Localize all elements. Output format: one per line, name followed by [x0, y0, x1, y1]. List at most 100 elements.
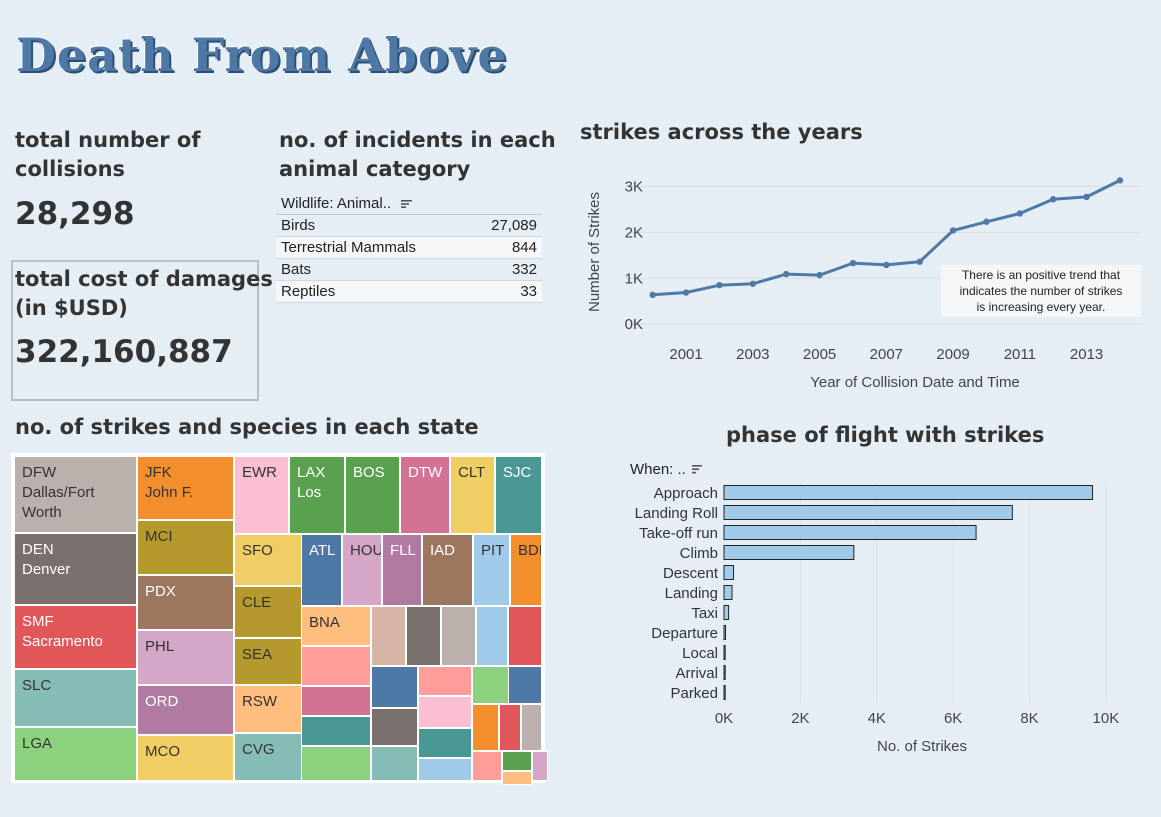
x-tick-label: 2009	[936, 346, 969, 363]
line-point[interactable]	[1116, 177, 1124, 184]
line-chart-x-axis-label: Year of Collision Date and Time	[810, 374, 1020, 391]
x-tick-label: 10K	[1093, 710, 1120, 727]
sort-icon[interactable]	[692, 465, 702, 474]
line-point[interactable]	[916, 258, 923, 265]
line-point[interactable]	[1016, 210, 1024, 217]
treemap-cell[interactable]: IAD	[422, 534, 473, 606]
bar[interactable]	[723, 545, 855, 560]
treemap-cell[interactable]	[472, 666, 509, 704]
treemap-cell[interactable]: EWR	[234, 456, 289, 534]
bar-chart: When: .. Approach Landing Roll Take-off ru…	[630, 461, 1120, 755]
table-row[interactable]: Bats 332	[276, 259, 542, 281]
line-point[interactable]	[816, 271, 823, 279]
bar[interactable]	[723, 565, 735, 580]
treemap-cell[interactable]	[499, 704, 521, 751]
treemap-cell[interactable]	[371, 746, 418, 781]
sort-icon[interactable]	[401, 199, 413, 209]
bar[interactable]	[723, 505, 1013, 520]
bar-category-label: Parked	[670, 685, 718, 702]
treemap-cell[interactable]	[521, 704, 542, 751]
treemap-cell[interactable]: MCI	[137, 520, 234, 575]
line-point[interactable]	[716, 281, 723, 289]
treemap-cell[interactable]: SEA	[234, 638, 302, 685]
line-point[interactable]	[783, 270, 790, 278]
treemap-cell[interactable]: PHL	[137, 630, 234, 685]
treemap-cell[interactable]	[441, 606, 476, 666]
treemap-cell[interactable]	[472, 751, 502, 781]
bar-filter-label[interactable]: When: ..	[630, 461, 686, 478]
line-point[interactable]	[649, 291, 656, 299]
bar[interactable]	[723, 685, 726, 700]
treemap-cell[interactable]: SMF Sacramento	[14, 605, 137, 669]
treemap-cell[interactable]: DTW	[400, 456, 450, 534]
line-point[interactable]	[1050, 196, 1057, 203]
treemap-cell[interactable]	[301, 646, 371, 686]
bar[interactable]	[723, 585, 733, 600]
treemap-cell[interactable]: CVG	[234, 733, 302, 781]
treemap-cell[interactable]: DEN Denver	[14, 533, 137, 605]
treemap-cell[interactable]: DFW Dallas/Fort Worth	[14, 456, 137, 533]
treemap-cell-label: John F.	[145, 484, 194, 501]
treemap-cell[interactable]: LGA	[14, 727, 137, 781]
bar[interactable]	[723, 625, 727, 640]
table-row[interactable]: Terrestrial Mammals 844	[276, 237, 542, 259]
treemap-cell[interactable]: CLT	[450, 456, 495, 534]
treemap-cell[interactable]: ORD	[137, 685, 234, 735]
treemap-cell[interactable]: SFO	[234, 534, 302, 586]
line-point[interactable]	[949, 227, 957, 234]
treemap-cell[interactable]	[418, 728, 472, 758]
treemap-cell[interactable]: RSW	[234, 685, 302, 733]
table-row[interactable]: Birds 27,089	[276, 215, 542, 237]
treemap-cell[interactable]	[301, 746, 371, 781]
treemap-cell[interactable]	[508, 606, 542, 666]
treemap-cell[interactable]	[476, 606, 508, 666]
treemap-cell[interactable]: MCO	[137, 735, 234, 781]
treemap-cell-label: LGA	[22, 735, 53, 752]
line-point[interactable]	[1083, 193, 1090, 201]
treemap-cell[interactable]: SJC	[495, 456, 542, 534]
treemap-cell[interactable]: CLE	[234, 586, 302, 638]
treemap-cell[interactable]: LAX Los	[289, 456, 345, 534]
line-point[interactable]	[682, 289, 690, 296]
bar[interactable]	[723, 645, 726, 660]
treemap-cell[interactable]	[371, 666, 418, 708]
treemap-cell[interactable]	[371, 708, 418, 746]
bar[interactable]	[723, 525, 977, 540]
animal-column-header[interactable]: Wildlife: Animal..	[276, 193, 542, 215]
bar[interactable]	[723, 605, 730, 620]
treemap-cell-label: DTW	[408, 464, 443, 481]
bar[interactable]	[723, 485, 1094, 500]
treemap-cell[interactable]: BNA	[301, 606, 371, 646]
x-tick-label: 4K	[868, 710, 886, 727]
treemap-cell[interactable]	[418, 696, 472, 728]
row-label: Bats	[281, 261, 312, 278]
treemap-cell[interactable]	[418, 758, 472, 781]
treemap-cell[interactable]	[502, 771, 532, 785]
treemap-cell[interactable]	[406, 606, 441, 666]
treemap-cell[interactable]: ATL	[301, 534, 342, 606]
collisions-heading-line1: total number of	[15, 128, 201, 152]
line-point[interactable]	[883, 261, 890, 269]
treemap-cell[interactable]	[301, 716, 371, 746]
treemap-cell[interactable]	[508, 666, 542, 704]
treemap-cell[interactable]: HOU	[342, 534, 382, 606]
treemap-cell[interactable]	[472, 704, 499, 751]
treemap-cell[interactable]: BOS	[345, 456, 400, 534]
line-point[interactable]	[983, 218, 990, 225]
treemap-cell[interactable]: JFK John F.	[137, 456, 234, 520]
treemap-cell[interactable]: FLL	[382, 534, 422, 606]
line-point[interactable]	[849, 259, 857, 267]
treemap-cell[interactable]: PIT	[473, 534, 510, 606]
treemap-cell[interactable]	[502, 751, 532, 771]
treemap-cell[interactable]	[418, 666, 472, 696]
table-row[interactable]: Reptiles 33	[276, 281, 542, 303]
treemap-cell[interactable]: SLC	[14, 669, 137, 727]
dashboard-title: Death From Above	[16, 28, 508, 82]
treemap-cell[interactable]	[371, 606, 406, 666]
treemap-cell[interactable]	[301, 686, 371, 716]
treemap-cell[interactable]: BDL	[510, 534, 542, 606]
treemap-cell[interactable]: PDX	[137, 575, 234, 630]
line-point[interactable]	[749, 280, 757, 287]
treemap-cell[interactable]	[532, 751, 548, 781]
bar[interactable]	[723, 665, 726, 680]
